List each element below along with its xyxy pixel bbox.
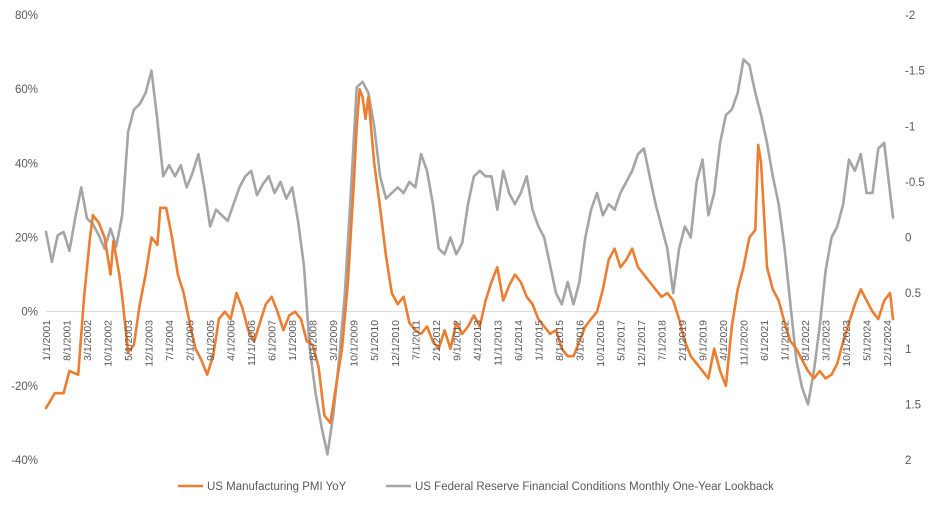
x-tick-label: 5/1/2017 [615, 320, 627, 361]
y-left-tick-label: -20% [11, 381, 38, 393]
legend-label-fci: US Federal Reserve Financial Conditions … [415, 481, 774, 493]
x-tick-label: 8/1/2015 [554, 320, 566, 361]
x-tick-label: 12/1/2024 [882, 320, 894, 367]
x-tick-label: 5/1/2010 [369, 320, 381, 361]
series-line-pmi [44, 87, 895, 425]
y-right-tick-label: 0.5 [905, 288, 921, 300]
x-tick-label: 7/1/2011 [410, 320, 422, 360]
x-tick-label: 11/1/2013 [492, 320, 504, 366]
x-tick-label: 2/1/2005 [185, 320, 197, 361]
x-tick-label: 6/1/2014 [513, 320, 525, 361]
x-tick-label: 5/1/2003 [123, 320, 135, 361]
x-tick-label: 3/1/2023 [821, 320, 833, 361]
x-tick-label: 8/1/2022 [800, 320, 812, 361]
x-tick-label: 10/1/2009 [349, 320, 361, 367]
x-tick-label: 10/1/2016 [595, 320, 607, 367]
x-tick-label: 7/1/2004 [164, 320, 176, 361]
y-right-tick-label: -1.5 [905, 66, 925, 78]
x-tick-label: 1/1/2022 [780, 320, 792, 361]
x-tick-label: 8/1/2001 [62, 320, 74, 361]
x-tick-label: 10/1/2002 [103, 320, 115, 367]
x-tick-label: 12/1/2010 [390, 320, 402, 367]
x-tick-label: 3/1/2002 [82, 320, 94, 361]
series-group [44, 58, 895, 456]
x-tick-label: 1/1/2015 [533, 320, 545, 361]
y-axis-left: 80% 60% 40% 20% 0% -20% -40% [11, 10, 38, 467]
x-tick-label: 8/1/2008 [308, 320, 320, 361]
x-tick-label: 12/1/2003 [144, 320, 156, 367]
x-tick-label: 12/1/2017 [636, 320, 648, 367]
y-right-tick-label: 0 [905, 233, 911, 245]
x-tick-label: 5/1/2024 [862, 320, 874, 361]
x-tick-label: 9/1/2012 [451, 320, 463, 361]
x-tick-label: 1/1/2001 [41, 320, 53, 361]
x-tick-label: 4/1/2006 [226, 320, 238, 361]
x-tick-label: 9/1/2019 [698, 320, 710, 361]
x-tick-label: 7/1/2018 [657, 320, 669, 361]
x-tick-label: 11/1/2020 [739, 320, 751, 366]
y-left-tick-label: 40% [15, 158, 38, 170]
x-tick-label: 4/1/2020 [718, 320, 730, 361]
x-tick-label: 3/1/2009 [328, 320, 340, 361]
legend-label-pmi: US Manufacturing PMI YoY [207, 481, 347, 493]
y-right-tick-label: 1 [905, 344, 911, 356]
y-right-tick-label: -2 [905, 10, 915, 22]
y-right-tick-label: 1.5 [905, 399, 921, 411]
x-tick-label: 6/1/2007 [267, 320, 279, 361]
y-axis-right: -2 -1.5 -1 -0.5 0 0.5 1 1.5 2 [905, 10, 925, 467]
y-left-tick-label: -40% [11, 455, 38, 467]
x-tick-label: 11/1/2006 [246, 320, 258, 366]
x-tick-label: 2/1/2019 [677, 320, 689, 361]
y-left-tick-label: 60% [15, 84, 38, 96]
y-right-tick-label: 2 [905, 455, 911, 467]
legend: US Manufacturing PMI YoY US Federal Reser… [178, 481, 774, 493]
x-tick-label: 1/1/2008 [287, 320, 299, 361]
x-tick-label: 9/1/2005 [205, 320, 217, 361]
y-left-tick-label: 0% [21, 307, 38, 319]
x-tick-label: 4/1/2013 [472, 320, 484, 361]
x-tick-label: 2/1/2012 [431, 320, 443, 361]
y-left-tick-label: 20% [15, 233, 38, 245]
y-right-tick-label: -0.5 [905, 177, 925, 189]
x-tick-label: 10/1/2023 [841, 320, 853, 367]
x-tick-label: 6/1/2021 [759, 320, 771, 361]
x-tick-label: 3/1/2016 [574, 320, 586, 361]
series-line-fci [44, 58, 895, 456]
y-left-tick-label: 80% [15, 10, 38, 22]
x-axis: 1/1/2001 8/1/2001 3/1/2002 10/1/2002 5/1/200… [41, 320, 894, 367]
y-right-tick-label: -1 [905, 121, 915, 133]
